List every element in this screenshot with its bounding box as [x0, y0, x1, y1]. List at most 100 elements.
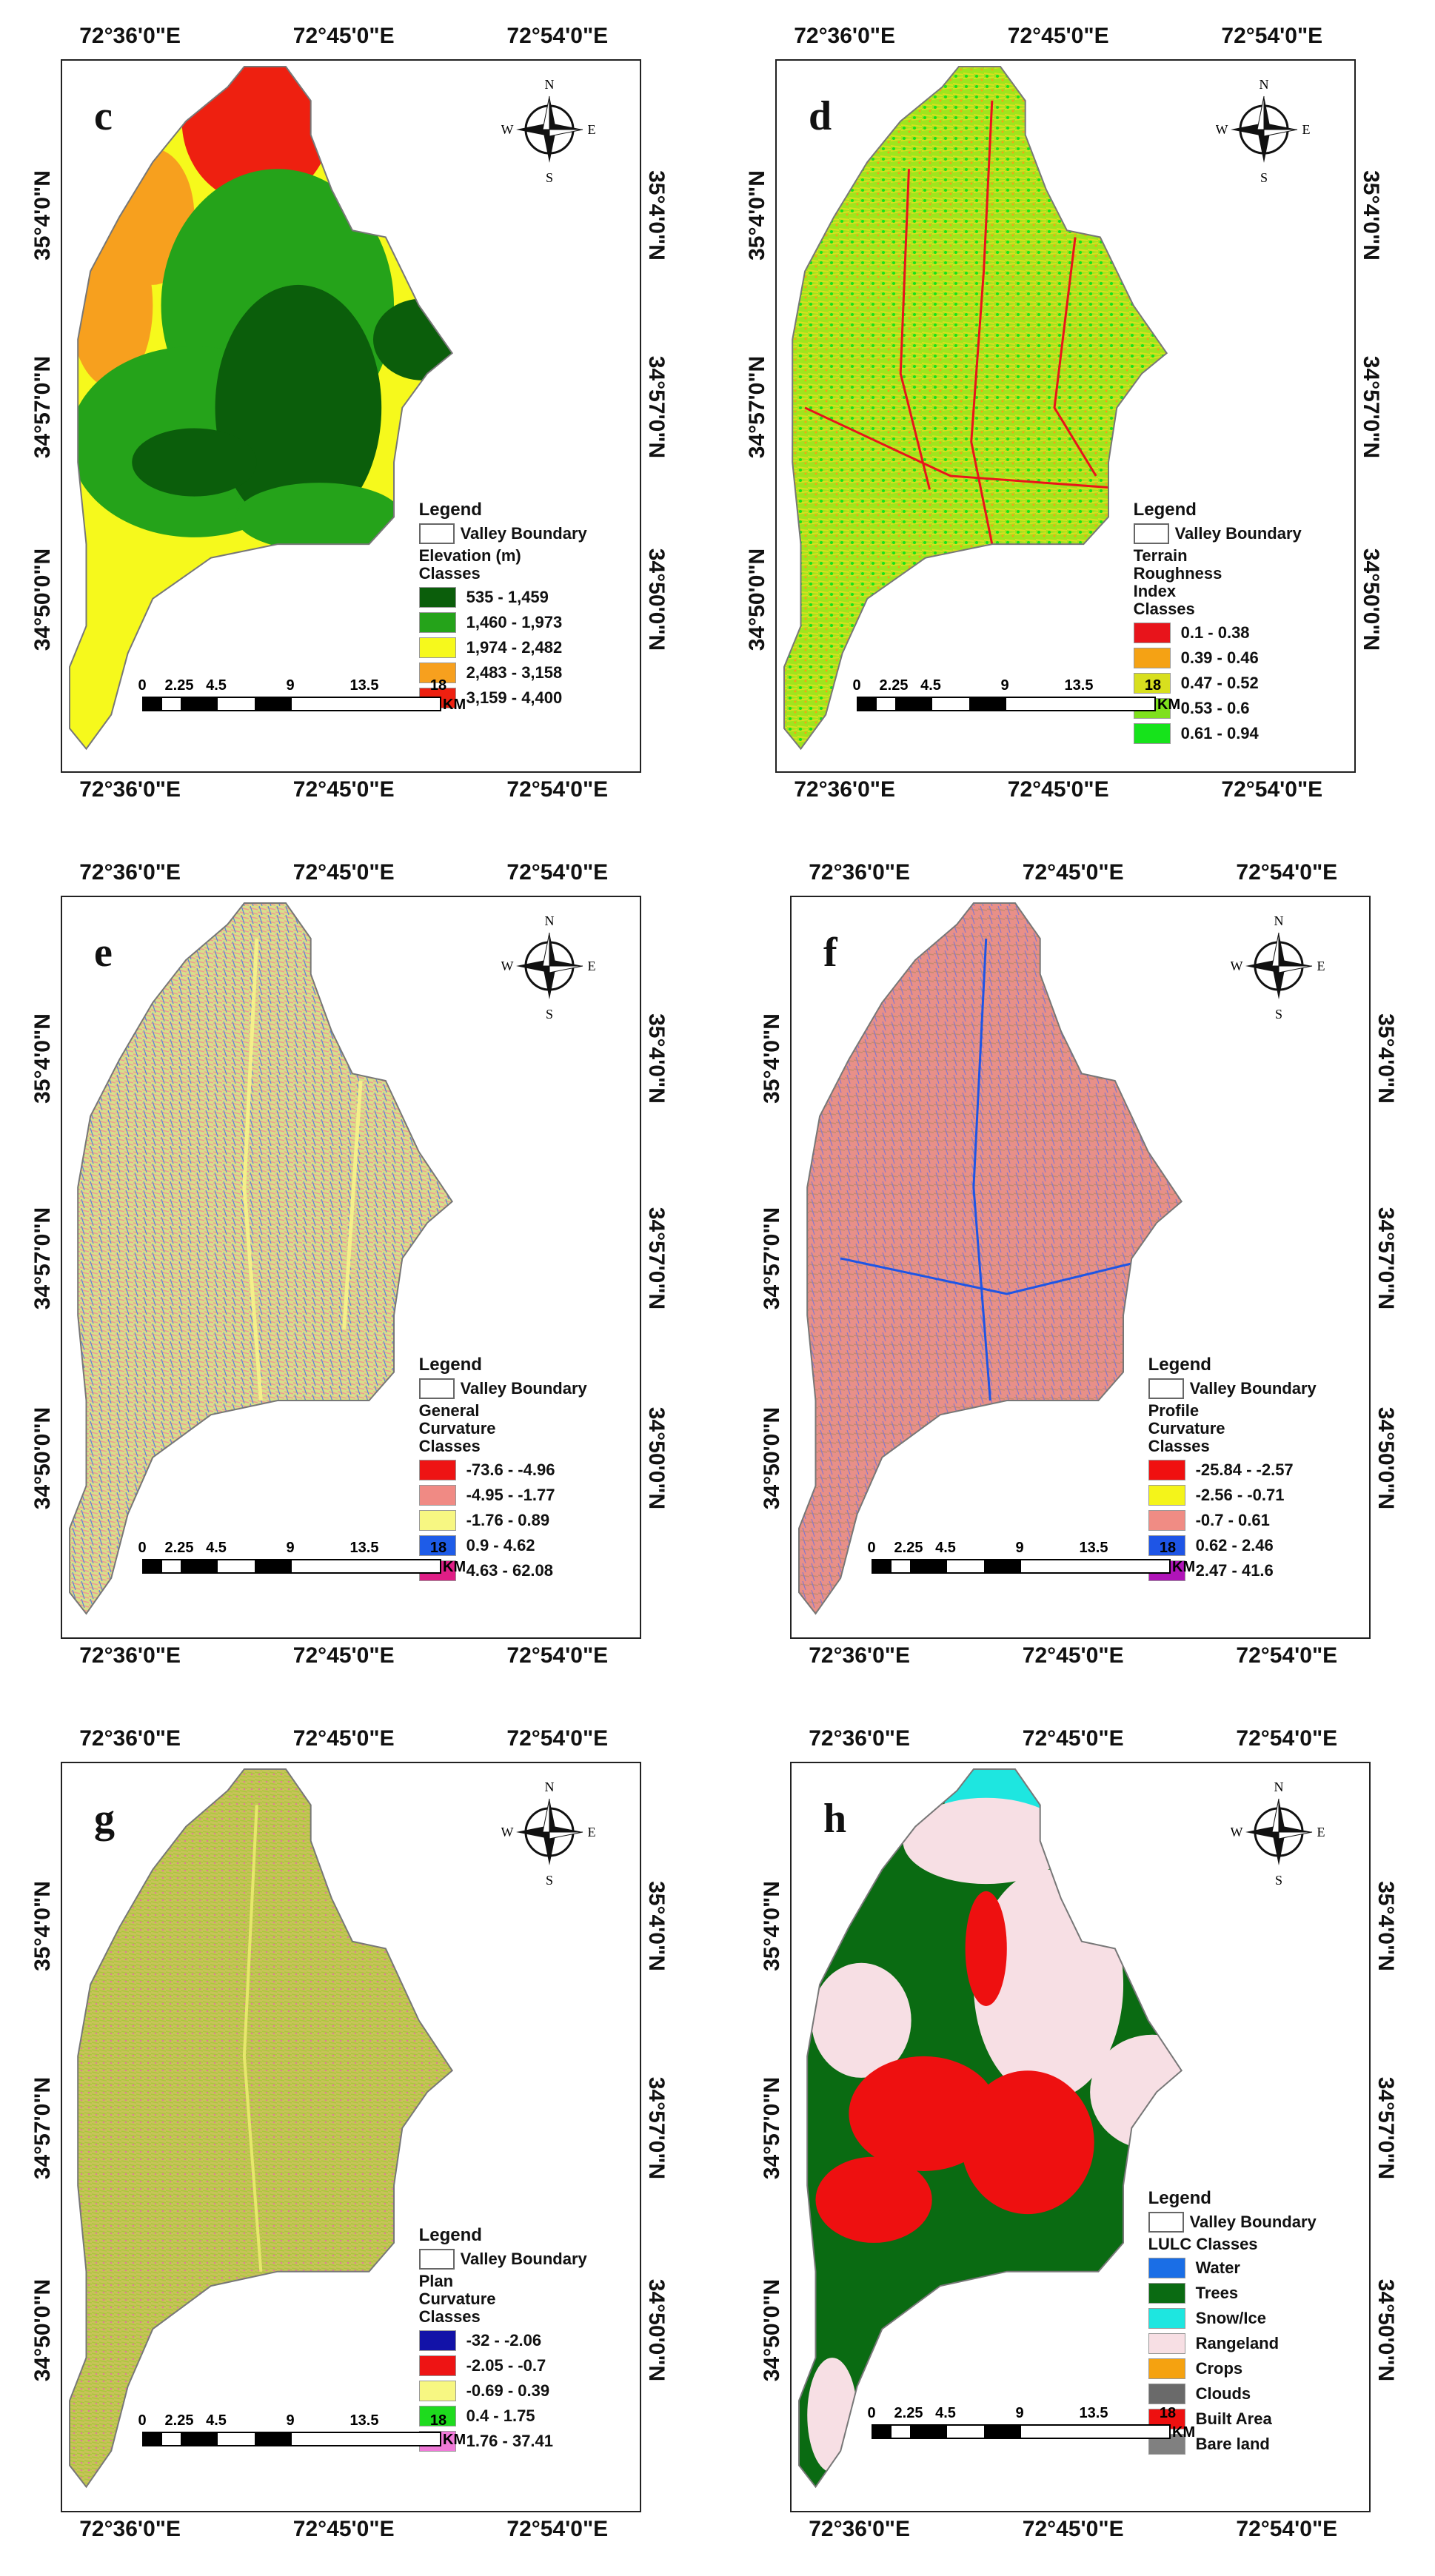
lon-label-top: 72°54'0"E: [506, 1726, 609, 1751]
panel-letter: e: [94, 930, 113, 976]
scale-bar-graphic: [142, 697, 441, 712]
legend-class-label: 0.39 - 0.46: [1180, 648, 1259, 668]
lat-label-right: 34°57'0"N: [1359, 356, 1383, 459]
legend-class-label: 0.61 - 0.94: [1180, 724, 1259, 743]
lat-label-left: 34°57'0"N: [760, 1207, 784, 1310]
lat-label-left: 34°50'0"N: [30, 2278, 55, 2381]
legend-classes-title: General: [418, 1401, 480, 1420]
north-arrow-icon: N S E W: [501, 1777, 598, 1888]
lon-label-top: 72°36'0"E: [809, 860, 910, 885]
compass-e: E: [1317, 1825, 1325, 1839]
legend-class-label: -32 - -2.06: [466, 2331, 542, 2350]
scale-labels: 0 2.25 4.5 9 13.5 18: [852, 677, 1161, 697]
scale-segment: [877, 698, 895, 711]
scale-tick-label: 9: [1000, 677, 1009, 694]
valley-boundary: [69, 1768, 454, 2489]
panel-letter: d: [809, 93, 832, 139]
lon-label-bottom: 72°36'0"E: [79, 1643, 181, 1668]
compass-e: E: [588, 1825, 596, 1839]
legend-class: Clouds: [1148, 2383, 1317, 2404]
valley-map: [69, 902, 454, 1615]
legend-class: 0.62 - 2.46: [1148, 1535, 1317, 1556]
lat-label-right: 35°4'0"N: [644, 1881, 669, 1972]
scale-segment: [255, 2432, 292, 2445]
lat-label-left: 34°57'0"N: [745, 356, 769, 459]
scale-tick-label: 2.25: [894, 2404, 923, 2421]
scale-segment: [910, 1560, 947, 1572]
scale-tick-label: 18: [1159, 1540, 1177, 1556]
scale-segment: [873, 1560, 892, 1572]
legend-classes-title: Classes: [418, 564, 481, 583]
legend-swatch: [1148, 2282, 1185, 2304]
legend-class-label: 0.62 - 2.46: [1195, 1536, 1274, 1554]
lon-label-bottom: 72°36'0"E: [79, 2517, 181, 2541]
legend-class-label: 0.4 - 1.75: [466, 2406, 535, 2426]
legend-swatch: [418, 2330, 456, 2352]
panel-letter: h: [823, 1796, 847, 1842]
scale-tick-label: 13.5: [349, 1540, 379, 1556]
lat-label-left: 35°4'0"N: [760, 1013, 784, 1104]
legend-classes-title: Classes: [418, 1437, 481, 1455]
legend-swatch: [418, 587, 456, 608]
legend-classes-title: Classes: [1133, 600, 1195, 619]
valley-map: [69, 1768, 454, 2489]
legend-class: Water: [1148, 2257, 1317, 2278]
valley-boundary: [783, 66, 1168, 751]
lon-label-top: 72°54'0"E: [506, 24, 609, 48]
scale-tick-label: 0: [852, 677, 861, 694]
scale-segment: [162, 2432, 181, 2445]
legend-valley-boundary: Valley Boundary: [418, 1378, 587, 1399]
compass-s: S: [546, 170, 553, 185]
scale-labels: 0 2.25 4.5 9 13.5 18: [867, 1540, 1176, 1559]
compass-w: W: [1231, 959, 1243, 973]
legend-swatch: [1148, 2257, 1185, 2278]
legend-classes-title: Profile: [1148, 1401, 1200, 1420]
scale-segment: [1006, 698, 1154, 711]
lon-label-top: 72°36'0"E: [809, 1726, 910, 1751]
scale-tick-label: 18: [429, 1540, 447, 1556]
lon-label-top: 72°45'0"E: [1007, 24, 1109, 48]
legend-swatch: [418, 663, 456, 684]
legend: Legend Valley Boundary Plan Curvature Classe…: [418, 2225, 587, 2452]
scale-tick-label: 18: [1159, 2404, 1177, 2421]
scale-unit: KM: [1172, 2424, 1196, 2441]
legend-class-label: 1.76 - 37.41: [466, 2432, 554, 2451]
legend-classes-title: Classes: [418, 2307, 481, 2327]
scale-segment: [984, 1560, 1021, 1572]
lat-label-right: 34°57'0"N: [1374, 1207, 1398, 1310]
compass-n: N: [1274, 1780, 1284, 1794]
scale-tick-label: 0: [138, 2412, 147, 2429]
legend-swatch: [418, 2355, 456, 2377]
lon-label-bottom: 72°36'0"E: [79, 777, 181, 802]
compass-n: N: [1274, 913, 1284, 928]
legend-title: Legend: [418, 2225, 482, 2246]
compass-e: E: [588, 959, 596, 973]
scale-tick-label: 13.5: [1079, 2404, 1108, 2421]
valley-boundary: [798, 1768, 1183, 2489]
legend-class: 0.4 - 1.75: [418, 2406, 587, 2427]
legend-class: -2.05 - -0.7: [418, 2355, 587, 2377]
legend-class: Built Area: [1148, 2408, 1317, 2429]
scale-tick-label: 2.25: [164, 1540, 194, 1556]
legend-swatch: [1148, 1485, 1185, 1506]
scale-segment: [895, 698, 932, 711]
north-arrow-icon: N S E W: [501, 910, 598, 1022]
legend-class: -25.84 - -2.57: [1148, 1460, 1317, 1480]
scale-labels: 0 2.25 4.5 9 13.5 18: [867, 2404, 1176, 2424]
legend-class-label: -2.56 - -0.71: [1195, 1486, 1285, 1504]
map-panel-c: c N S E W Legend Valley Boundary Elevation (m) C…: [0, 0, 705, 836]
scale-segment: [162, 698, 181, 711]
map-frame: [61, 59, 641, 773]
legend-swatch: [1148, 2307, 1185, 2329]
lon-label-bottom: 72°54'0"E: [1236, 2517, 1338, 2541]
legend-class-label: -2.05 - -0.7: [466, 2356, 546, 2375]
lon-label-top: 72°45'0"E: [1022, 1726, 1124, 1751]
lon-label-bottom: 72°45'0"E: [1022, 2517, 1124, 2541]
lat-label-left: 34°57'0"N: [30, 1207, 55, 1310]
scale-segment: [947, 2425, 984, 2438]
legend-class-label: Snow/Ice: [1195, 2308, 1266, 2327]
lon-label-top: 72°54'0"E: [1236, 1726, 1338, 1751]
legend-swatch: [418, 1460, 456, 1480]
scale-tick-label: 4.5: [920, 677, 941, 694]
map-panel-g: g N S E W Legend Valley Boundary Plan Curvature C…: [0, 1703, 705, 2576]
